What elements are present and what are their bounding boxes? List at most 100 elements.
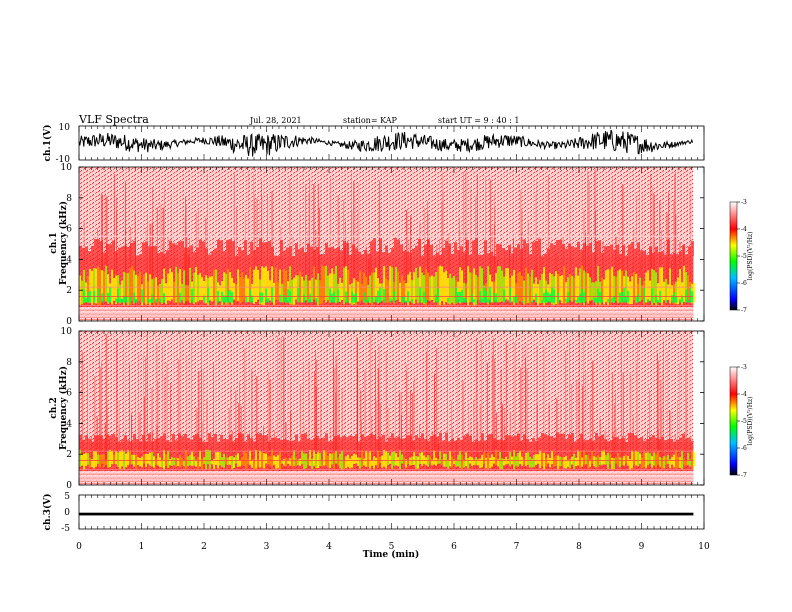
- spectrogram-core: [529, 456, 531, 468]
- spectrogram-core: [367, 284, 369, 301]
- spectrogram-edge: [463, 252, 466, 257]
- spectrogram-green: [125, 296, 127, 303]
- spectrogram-green: [613, 295, 615, 303]
- spectrogram-edge: [481, 433, 484, 442]
- spectrogram-edge: [166, 250, 169, 257]
- spectrogram-edge: [598, 240, 601, 257]
- spectrogram-core: [575, 457, 577, 467]
- spectrogram-edge: [424, 438, 427, 442]
- spectrogram-edge: [142, 242, 145, 257]
- spectrogram-core: [537, 284, 539, 306]
- spectrogram-core: [533, 283, 535, 300]
- spectrogram-green: [595, 297, 597, 303]
- spectrogram-core: [349, 458, 351, 469]
- spectrogram-core: [199, 273, 201, 301]
- spectrogram-edge: [550, 243, 553, 257]
- spectrogram-edge: [136, 438, 139, 442]
- spectrogram-edge: [586, 439, 589, 442]
- spectrogram-edge: [421, 433, 424, 442]
- spectrogram-green: [347, 300, 349, 303]
- spectrogram-core: [637, 451, 639, 467]
- spectrogram-edge: [556, 239, 559, 257]
- spectrogram-edge: [118, 247, 121, 257]
- spectrogram-core: [593, 456, 595, 467]
- spectrogram-edge: [667, 439, 670, 442]
- spectrogram-edge: [346, 437, 349, 442]
- spectrogram-core: [129, 268, 131, 305]
- spectrogram-edge: [247, 254, 250, 257]
- spectrogram-green: [479, 291, 481, 303]
- spectrogram-edge: [109, 435, 112, 442]
- spectrogram-edge: [172, 434, 175, 442]
- spectrogram-core: [113, 454, 115, 464]
- spectrogram-edge: [238, 432, 241, 442]
- spectrogram-edge: [151, 246, 154, 257]
- spectrogram-core: [243, 278, 245, 300]
- spectrogram-green: [607, 299, 609, 303]
- spectrogram-core: [375, 457, 377, 466]
- spectrogram-edge: [679, 251, 682, 257]
- spectrogram-green: [283, 295, 285, 303]
- spectrogram-core: [677, 456, 679, 469]
- spectrogram-core: [273, 282, 275, 305]
- spectrogram-edge: [334, 248, 337, 257]
- spectrogram-core: [345, 266, 347, 303]
- spectrogram-edge: [547, 248, 550, 257]
- spectrogram-green: [419, 287, 421, 303]
- spectrogram-edge: [685, 438, 688, 442]
- spectrogram-edge: [85, 246, 88, 257]
- spectrogram-edge: [373, 434, 376, 442]
- spectrogram-green: [423, 292, 425, 303]
- spectrogram-core: [401, 275, 403, 304]
- spectrogram-core: [105, 459, 107, 465]
- spectrogram-core: [535, 453, 537, 465]
- spectrogram-core: [399, 282, 401, 303]
- spectrogram-core: [283, 269, 285, 301]
- spectrogram-edge: [547, 435, 550, 442]
- spectrogram-green: [513, 297, 515, 303]
- spectrogram-core: [189, 267, 191, 303]
- spectrogram-edge: [394, 237, 397, 257]
- spectrogram-edge: [199, 437, 202, 442]
- spectrogram-edge: [628, 244, 631, 257]
- spectrogram-core: [327, 275, 329, 301]
- spectrogram-edge: [451, 253, 454, 257]
- spectrogram-core: [259, 279, 261, 305]
- spectrogram-edge: [415, 435, 418, 442]
- spectrogram-core: [369, 275, 371, 304]
- spectrogram-core: [305, 274, 307, 301]
- spectrogram-core: [645, 272, 647, 303]
- spectrogram-edge: [595, 432, 598, 442]
- spectrogram-core: [653, 452, 655, 466]
- spectrogram-edge: [184, 247, 187, 257]
- spectrogram-core: [359, 271, 361, 302]
- spectrogram-edge: [124, 435, 127, 442]
- spectrogram-green: [509, 287, 511, 303]
- spectrogram-core: [431, 459, 433, 466]
- spectrogram-core: [221, 457, 223, 467]
- spectrogram-edge: [622, 245, 625, 257]
- spectrogram-edge: [598, 436, 601, 442]
- spectrogram-core: [97, 454, 99, 464]
- spectrogram-edge: [583, 242, 586, 257]
- ch2-spectrogram-ylabel-line2: Frequency (kHz): [58, 366, 69, 450]
- spectrogram-core: [459, 267, 461, 304]
- spectrogram-edge: [97, 239, 100, 257]
- spectrogram-green: [261, 292, 263, 303]
- spectrogram-core: [383, 266, 385, 301]
- spectrogram-core: [441, 459, 443, 465]
- spectrogram-edge: [505, 250, 508, 257]
- spectrogram-core: [489, 457, 491, 468]
- spectrogram-core: [327, 455, 329, 468]
- spectrogram-core: [683, 458, 685, 466]
- spectrogram-edge: [619, 439, 622, 442]
- spectrogram-core: [559, 275, 561, 301]
- spectrogram-core: [109, 449, 111, 468]
- spectrogram-ytick-label: 6: [66, 389, 72, 399]
- spectrogram-green: [331, 293, 333, 303]
- spectrogram-edge: [475, 439, 478, 442]
- spectrogram-green: [575, 299, 577, 303]
- spectrogram-edge: [616, 437, 619, 442]
- spectrogram-edge: [397, 436, 400, 442]
